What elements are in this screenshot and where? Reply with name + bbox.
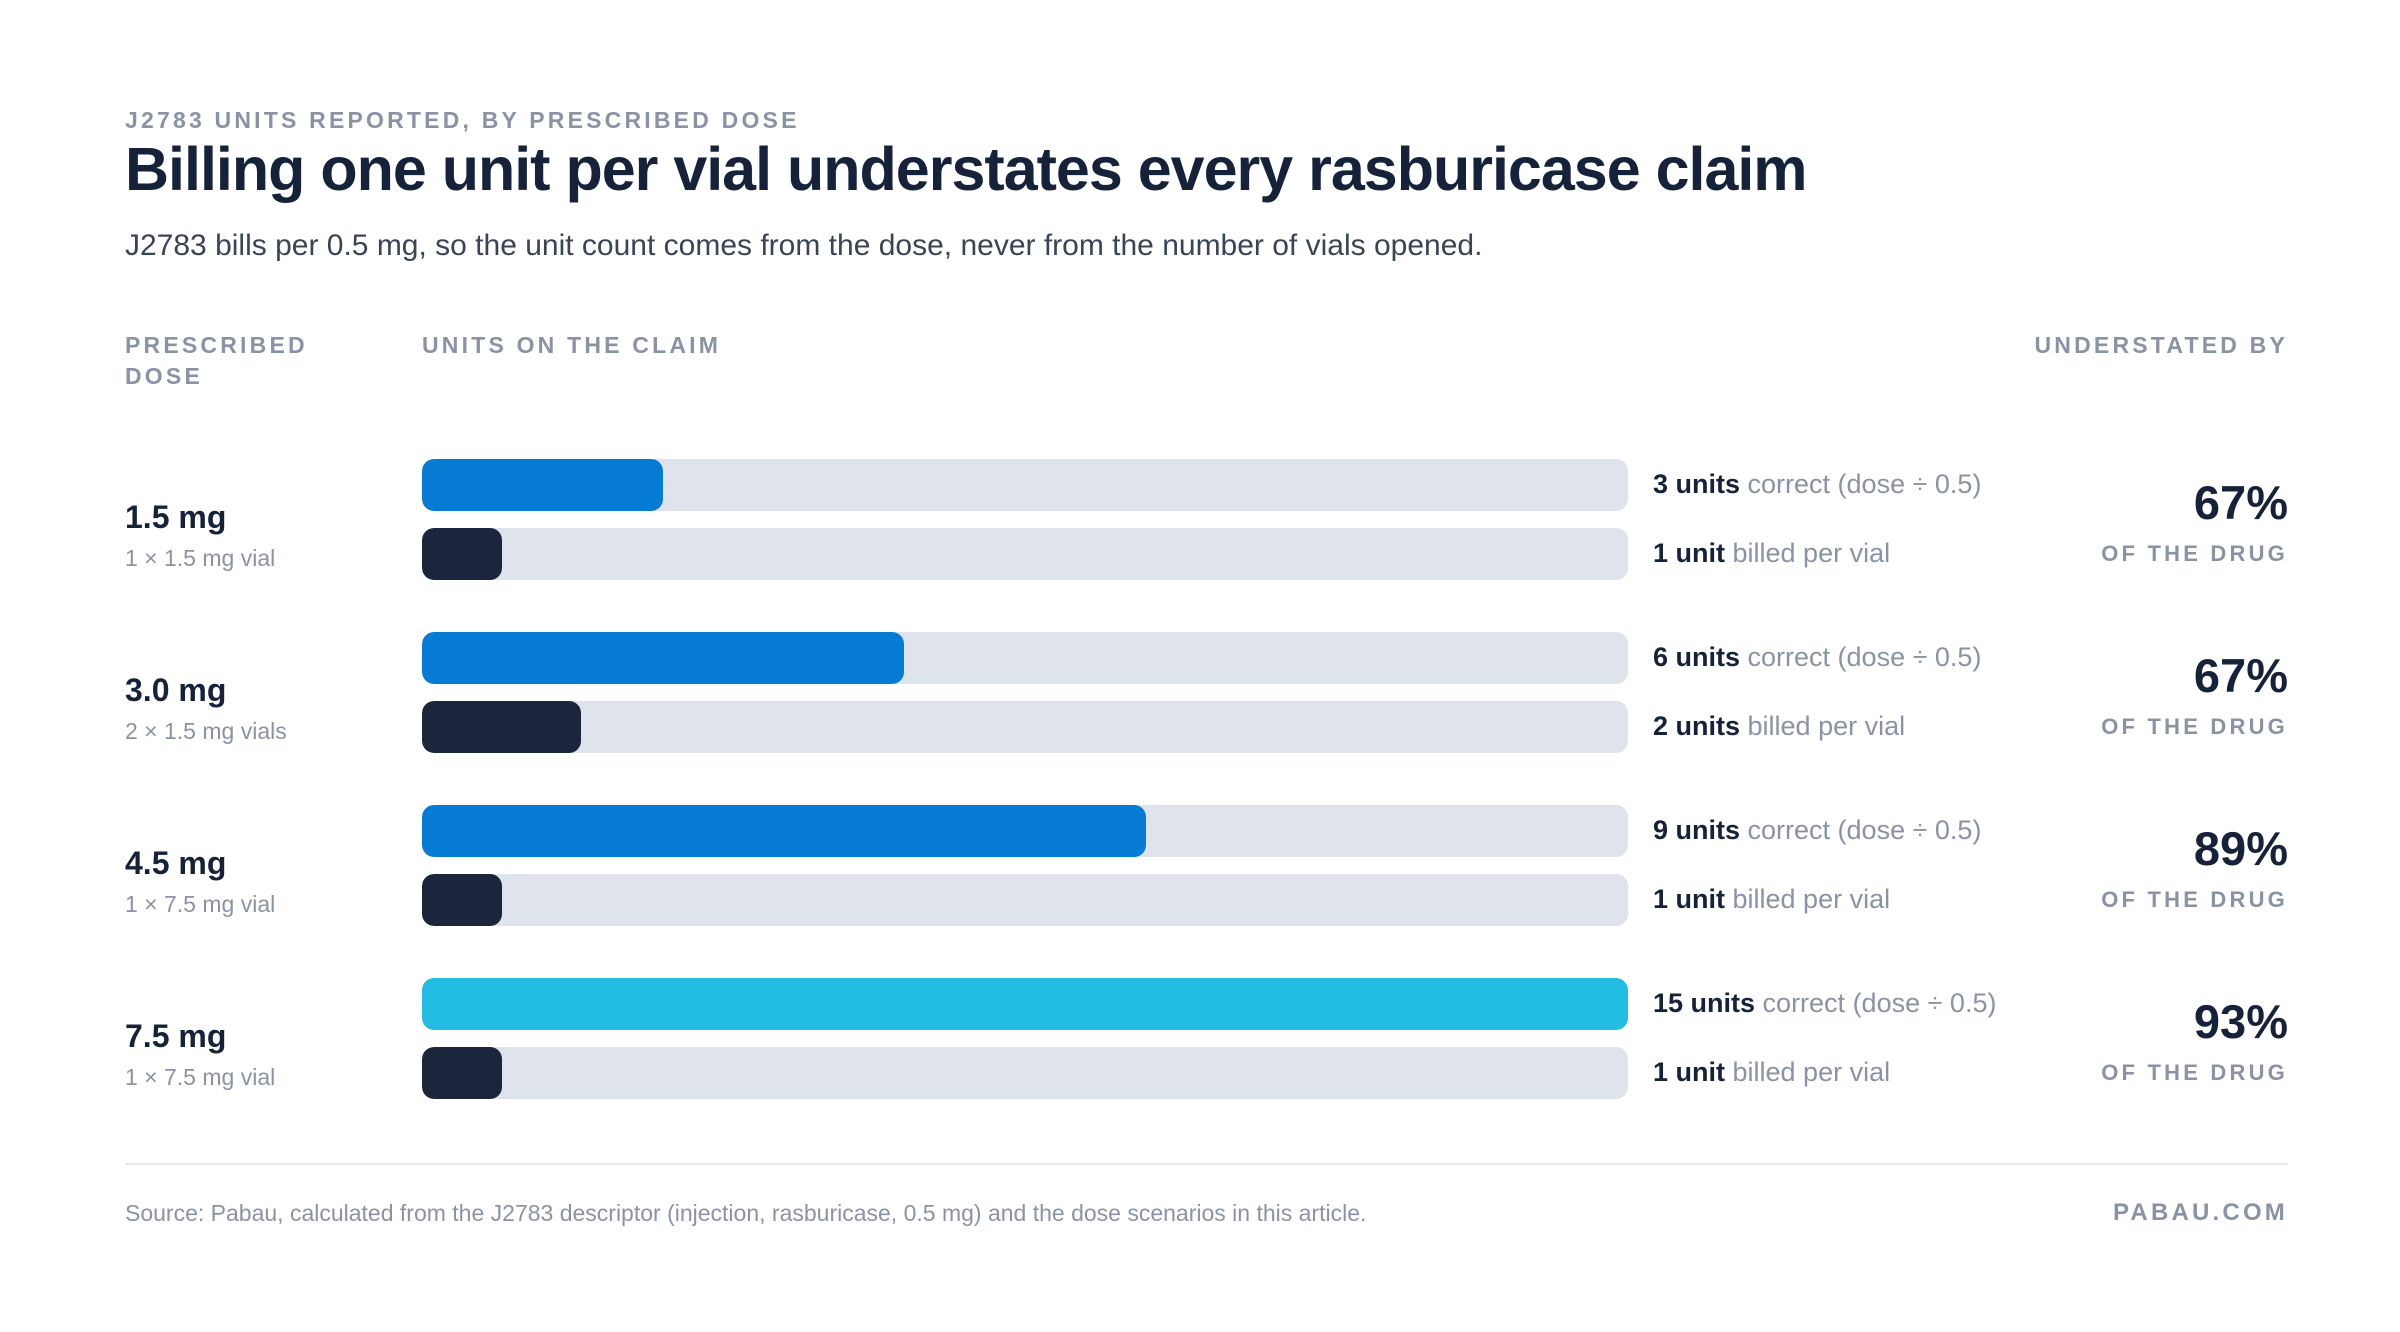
- correct-units-value: 15 units: [1653, 988, 1756, 1018]
- chart-subtitle: J2783 bills per 0.5 mg, so the unit coun…: [125, 229, 1483, 262]
- correct-units-note: correct (dose ÷ 0.5): [1762, 988, 1997, 1018]
- column-header-dose: PRESCRIBED DOSE: [125, 332, 308, 389]
- source-note: Source: Pabau, calculated from the J2783…: [125, 1200, 1367, 1226]
- correct-units-value: 9 units: [1653, 815, 1741, 845]
- bar-correct-units: [422, 978, 1628, 1030]
- billed-units-note: billed per vial: [1732, 884, 1891, 914]
- bar-billed-units: [422, 1047, 502, 1099]
- understated-percent: 89%: [2193, 822, 2288, 875]
- bar-track-correct: [422, 632, 1628, 684]
- billed-units-value: 2 units: [1653, 711, 1741, 741]
- bar-correct-units: [422, 632, 904, 684]
- correct-units-note: correct (dose ÷ 0.5): [1747, 469, 1982, 499]
- bar-track-correct: [422, 805, 1628, 857]
- billed-units-label: 1 unit billed per vial: [1653, 884, 1890, 915]
- billed-units-note: billed per vial: [1732, 1057, 1891, 1087]
- correct-units-label: 3 units correct (dose ÷ 0.5): [1653, 469, 1981, 500]
- bar-track-billed: [422, 528, 1628, 580]
- correct-units-note: correct (dose ÷ 0.5): [1747, 815, 1982, 845]
- billed-units-label: 2 units billed per vial: [1653, 711, 1905, 742]
- billed-units-note: billed per vial: [1732, 538, 1891, 568]
- chart-eyebrow: J2783 UNITS REPORTED, BY PRESCRIBED DOSE: [125, 107, 800, 133]
- dose-label: 1.5 mg: [125, 499, 227, 535]
- billed-units-value: 1 unit: [1653, 884, 1725, 914]
- chart-row: 3.0 mg 2 × 1.5 mg vials 6 units correct (d…: [0, 632, 2400, 753]
- chart-row: 1.5 mg 1 × 1.5 mg vial 3 units correct (do…: [0, 459, 2400, 580]
- bar-correct-units: [422, 805, 1146, 857]
- bar-track-correct: [422, 978, 1628, 1030]
- chart-row: 4.5 mg 1 × 7.5 mg vial 9 units correct (do…: [0, 805, 2400, 926]
- dose-label: 7.5 mg: [125, 1018, 227, 1054]
- column-header-understated: UNDERSTATED BY: [2034, 332, 2288, 358]
- bar-billed-units: [422, 701, 581, 753]
- billed-units-note: billed per vial: [1747, 711, 1906, 741]
- correct-units-label: 6 units correct (dose ÷ 0.5): [1653, 642, 1981, 673]
- dose-label: 3.0 mg: [125, 672, 227, 708]
- vial-description: 1 × 7.5 mg vial: [125, 891, 276, 917]
- brand-label: PABAU.COM: [2112, 1199, 2288, 1226]
- dose-label: 4.5 mg: [125, 845, 227, 881]
- correct-units-value: 6 units: [1653, 642, 1741, 672]
- understated-caption: OF THE DRUG: [2101, 714, 2288, 739]
- bar-track-billed: [422, 874, 1628, 926]
- understated-percent: 67%: [2193, 649, 2288, 702]
- correct-units-note: correct (dose ÷ 0.5): [1747, 642, 1982, 672]
- understated-percent: 93%: [2193, 995, 2288, 1048]
- bar-correct-units: [422, 459, 663, 511]
- chart-title: Billing one unit per vial understates ev…: [125, 135, 1808, 203]
- vial-description: 1 × 1.5 mg vial: [125, 545, 276, 571]
- chart-row: 7.5 mg 1 × 7.5 mg vial 15 units correct (d…: [0, 978, 2400, 1099]
- billed-units-label: 1 unit billed per vial: [1653, 1057, 1890, 1088]
- bar-track-billed: [422, 701, 1628, 753]
- billed-units-value: 1 unit: [1653, 538, 1725, 568]
- vial-description: 2 × 1.5 mg vials: [125, 718, 287, 744]
- footer-divider: [125, 1163, 2288, 1165]
- bar-billed-units: [422, 874, 502, 926]
- correct-units-label: 9 units correct (dose ÷ 0.5): [1653, 815, 1981, 846]
- vial-description: 1 × 7.5 mg vial: [125, 1064, 276, 1090]
- bar-billed-units: [422, 528, 502, 580]
- billed-units-label: 1 unit billed per vial: [1653, 538, 1890, 569]
- understated-percent: 67%: [2193, 476, 2288, 529]
- understated-caption: OF THE DRUG: [2101, 1060, 2288, 1085]
- understated-caption: OF THE DRUG: [2101, 887, 2288, 912]
- bar-track-billed: [422, 1047, 1628, 1099]
- correct-units-value: 3 units: [1653, 469, 1741, 499]
- bar-track-correct: [422, 459, 1628, 511]
- understated-caption: OF THE DRUG: [2101, 541, 2288, 566]
- billed-units-value: 1 unit: [1653, 1057, 1725, 1087]
- column-header-units: UNITS ON THE CLAIM: [422, 332, 722, 358]
- correct-units-label: 15 units correct (dose ÷ 0.5): [1653, 988, 1996, 1019]
